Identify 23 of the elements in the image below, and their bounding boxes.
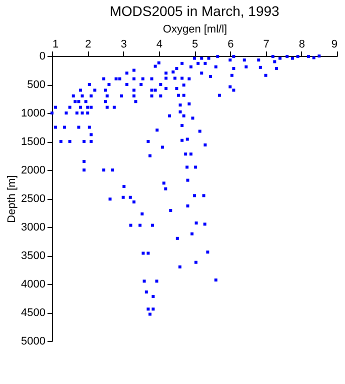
y-axis-title: Depth [m] xyxy=(6,175,18,223)
x-tick-label: 6 xyxy=(228,38,234,50)
y-tick-label: 2500 xyxy=(21,193,46,205)
x-tick-label: 7 xyxy=(263,38,270,50)
x-tick-label: 8 xyxy=(298,38,305,50)
y-tick-label: 2000 xyxy=(21,164,46,176)
y-tick-label: 500 xyxy=(27,79,46,91)
x-tick-label: 1 xyxy=(52,38,59,50)
y-tick-label: 1500 xyxy=(21,136,46,148)
x-tick-label: 2 xyxy=(85,38,92,50)
y-tick-label: 3000 xyxy=(21,222,46,234)
x-axis-title: Oxygen [ml/l] xyxy=(162,24,228,36)
x-tick-label: 5 xyxy=(192,38,198,50)
x-tick-label: 3 xyxy=(120,38,127,50)
y-tick-label: 4000 xyxy=(21,278,46,290)
y-tick-label: 0 xyxy=(39,50,46,62)
x-tick-label: 9 xyxy=(331,38,338,50)
x-tick-label: 4 xyxy=(156,38,162,50)
y-tick-label: 3500 xyxy=(21,250,46,262)
y-tick-label: 5000 xyxy=(21,336,46,348)
chart-title: MODS2005 in March, 1993 xyxy=(110,3,280,19)
y-tick-label: 4500 xyxy=(21,307,46,319)
y-tick-label: 1000 xyxy=(21,108,46,120)
